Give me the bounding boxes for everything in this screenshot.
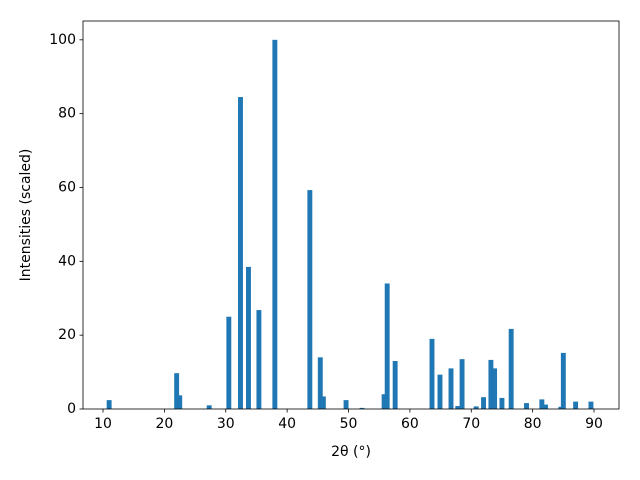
bar <box>448 368 454 409</box>
bar <box>488 359 494 409</box>
x-tick-label: 80 <box>524 416 542 432</box>
x-tick-label: 90 <box>585 416 603 432</box>
x-tick-label: 20 <box>155 416 173 432</box>
bar <box>174 373 180 409</box>
bar <box>473 406 479 409</box>
bar <box>106 400 112 409</box>
bar <box>508 328 514 409</box>
bar <box>539 399 545 409</box>
x-tick-label: 60 <box>401 416 419 432</box>
bar <box>226 316 232 409</box>
bar <box>246 266 251 409</box>
bar <box>384 283 390 409</box>
x-tick-label: 30 <box>217 416 235 432</box>
bar <box>560 352 566 409</box>
bar <box>392 361 398 409</box>
bar <box>238 97 243 410</box>
x-tick-label: 70 <box>462 416 480 432</box>
y-axis-label: Intensities (scaled) <box>18 149 34 282</box>
x-tick-label: 40 <box>278 416 296 432</box>
bar <box>307 190 313 409</box>
bar <box>524 403 529 409</box>
x-axis-label: 2θ (°) <box>331 444 371 460</box>
y-tick-label: 20 <box>58 327 76 343</box>
bar <box>492 368 498 409</box>
bar <box>317 357 323 409</box>
bar <box>320 396 326 409</box>
bar <box>543 404 548 409</box>
bar <box>499 397 505 409</box>
x-tick-label: 50 <box>340 416 358 432</box>
bar <box>381 394 387 409</box>
y-tick-label: 80 <box>58 106 76 122</box>
y-tick-label: 40 <box>58 253 76 269</box>
bar <box>481 397 486 409</box>
bar <box>437 374 443 409</box>
y-tick-label: 100 <box>49 32 76 48</box>
bar <box>459 359 465 409</box>
bar <box>429 338 435 409</box>
bar <box>343 400 349 409</box>
bar <box>256 310 262 409</box>
plot-frame <box>82 20 620 410</box>
bar <box>206 405 212 409</box>
bar <box>573 401 579 409</box>
x-tick-label: 10 <box>94 416 112 432</box>
y-tick-label: 0 <box>67 401 76 417</box>
y-tick-label: 60 <box>58 179 76 195</box>
bar <box>272 39 278 409</box>
bar <box>359 407 365 409</box>
bar <box>588 401 594 409</box>
bar <box>177 395 183 409</box>
bar <box>455 406 461 409</box>
